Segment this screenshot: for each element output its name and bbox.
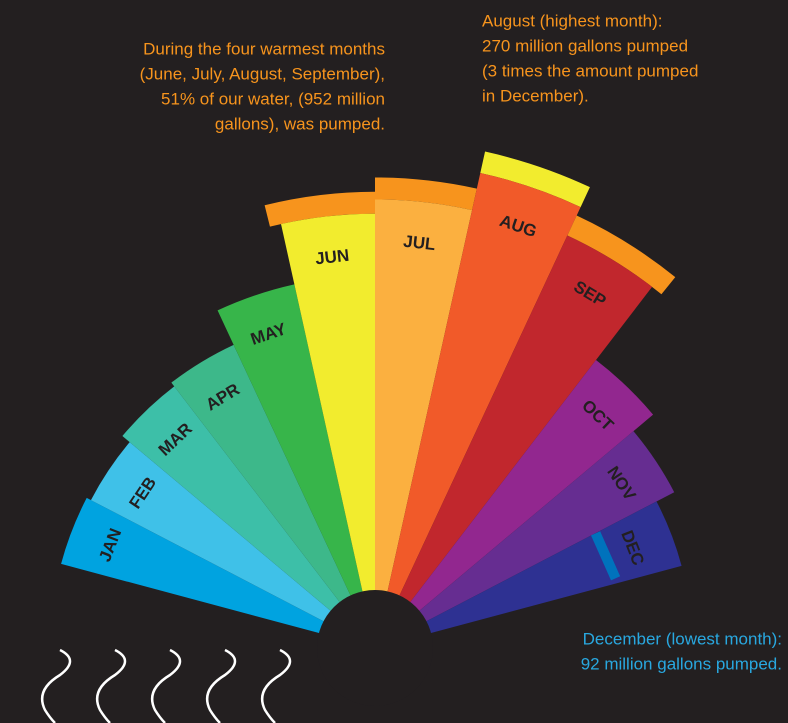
hub <box>317 590 433 706</box>
bar <box>171 344 375 648</box>
bar <box>375 431 675 648</box>
bar <box>281 213 375 648</box>
annotation: gallons), was pumped. <box>215 114 385 133</box>
bar <box>375 235 653 648</box>
annotation: During the four warmest months <box>143 39 385 58</box>
bar <box>90 442 375 648</box>
bar <box>375 199 473 648</box>
month-label: JUN <box>314 246 350 269</box>
bar <box>61 497 376 648</box>
annotation: (3 times the amount pumped <box>482 61 698 80</box>
summer-cap <box>375 177 477 211</box>
annotation: 270 million gallons pumped <box>482 36 688 55</box>
bar <box>375 360 654 648</box>
december-marker <box>591 531 621 581</box>
summer-cap <box>567 215 676 295</box>
summer-cap <box>480 151 590 208</box>
annotation: December (lowest month): <box>583 629 782 648</box>
month-label: JUL <box>402 232 436 254</box>
annotation: (June, July, August, September), <box>140 64 385 83</box>
bar <box>122 386 375 648</box>
annotation: August (highest month): <box>482 11 662 30</box>
annotation: 92 million gallons pumped. <box>581 654 782 673</box>
annotation: in December). <box>482 86 589 105</box>
bar <box>375 173 581 649</box>
annotation: 51% of our water, (952 million <box>161 89 385 108</box>
steam-swirls <box>40 648 292 723</box>
summer-cap <box>264 191 375 227</box>
bar <box>217 284 375 648</box>
bar <box>375 501 682 648</box>
